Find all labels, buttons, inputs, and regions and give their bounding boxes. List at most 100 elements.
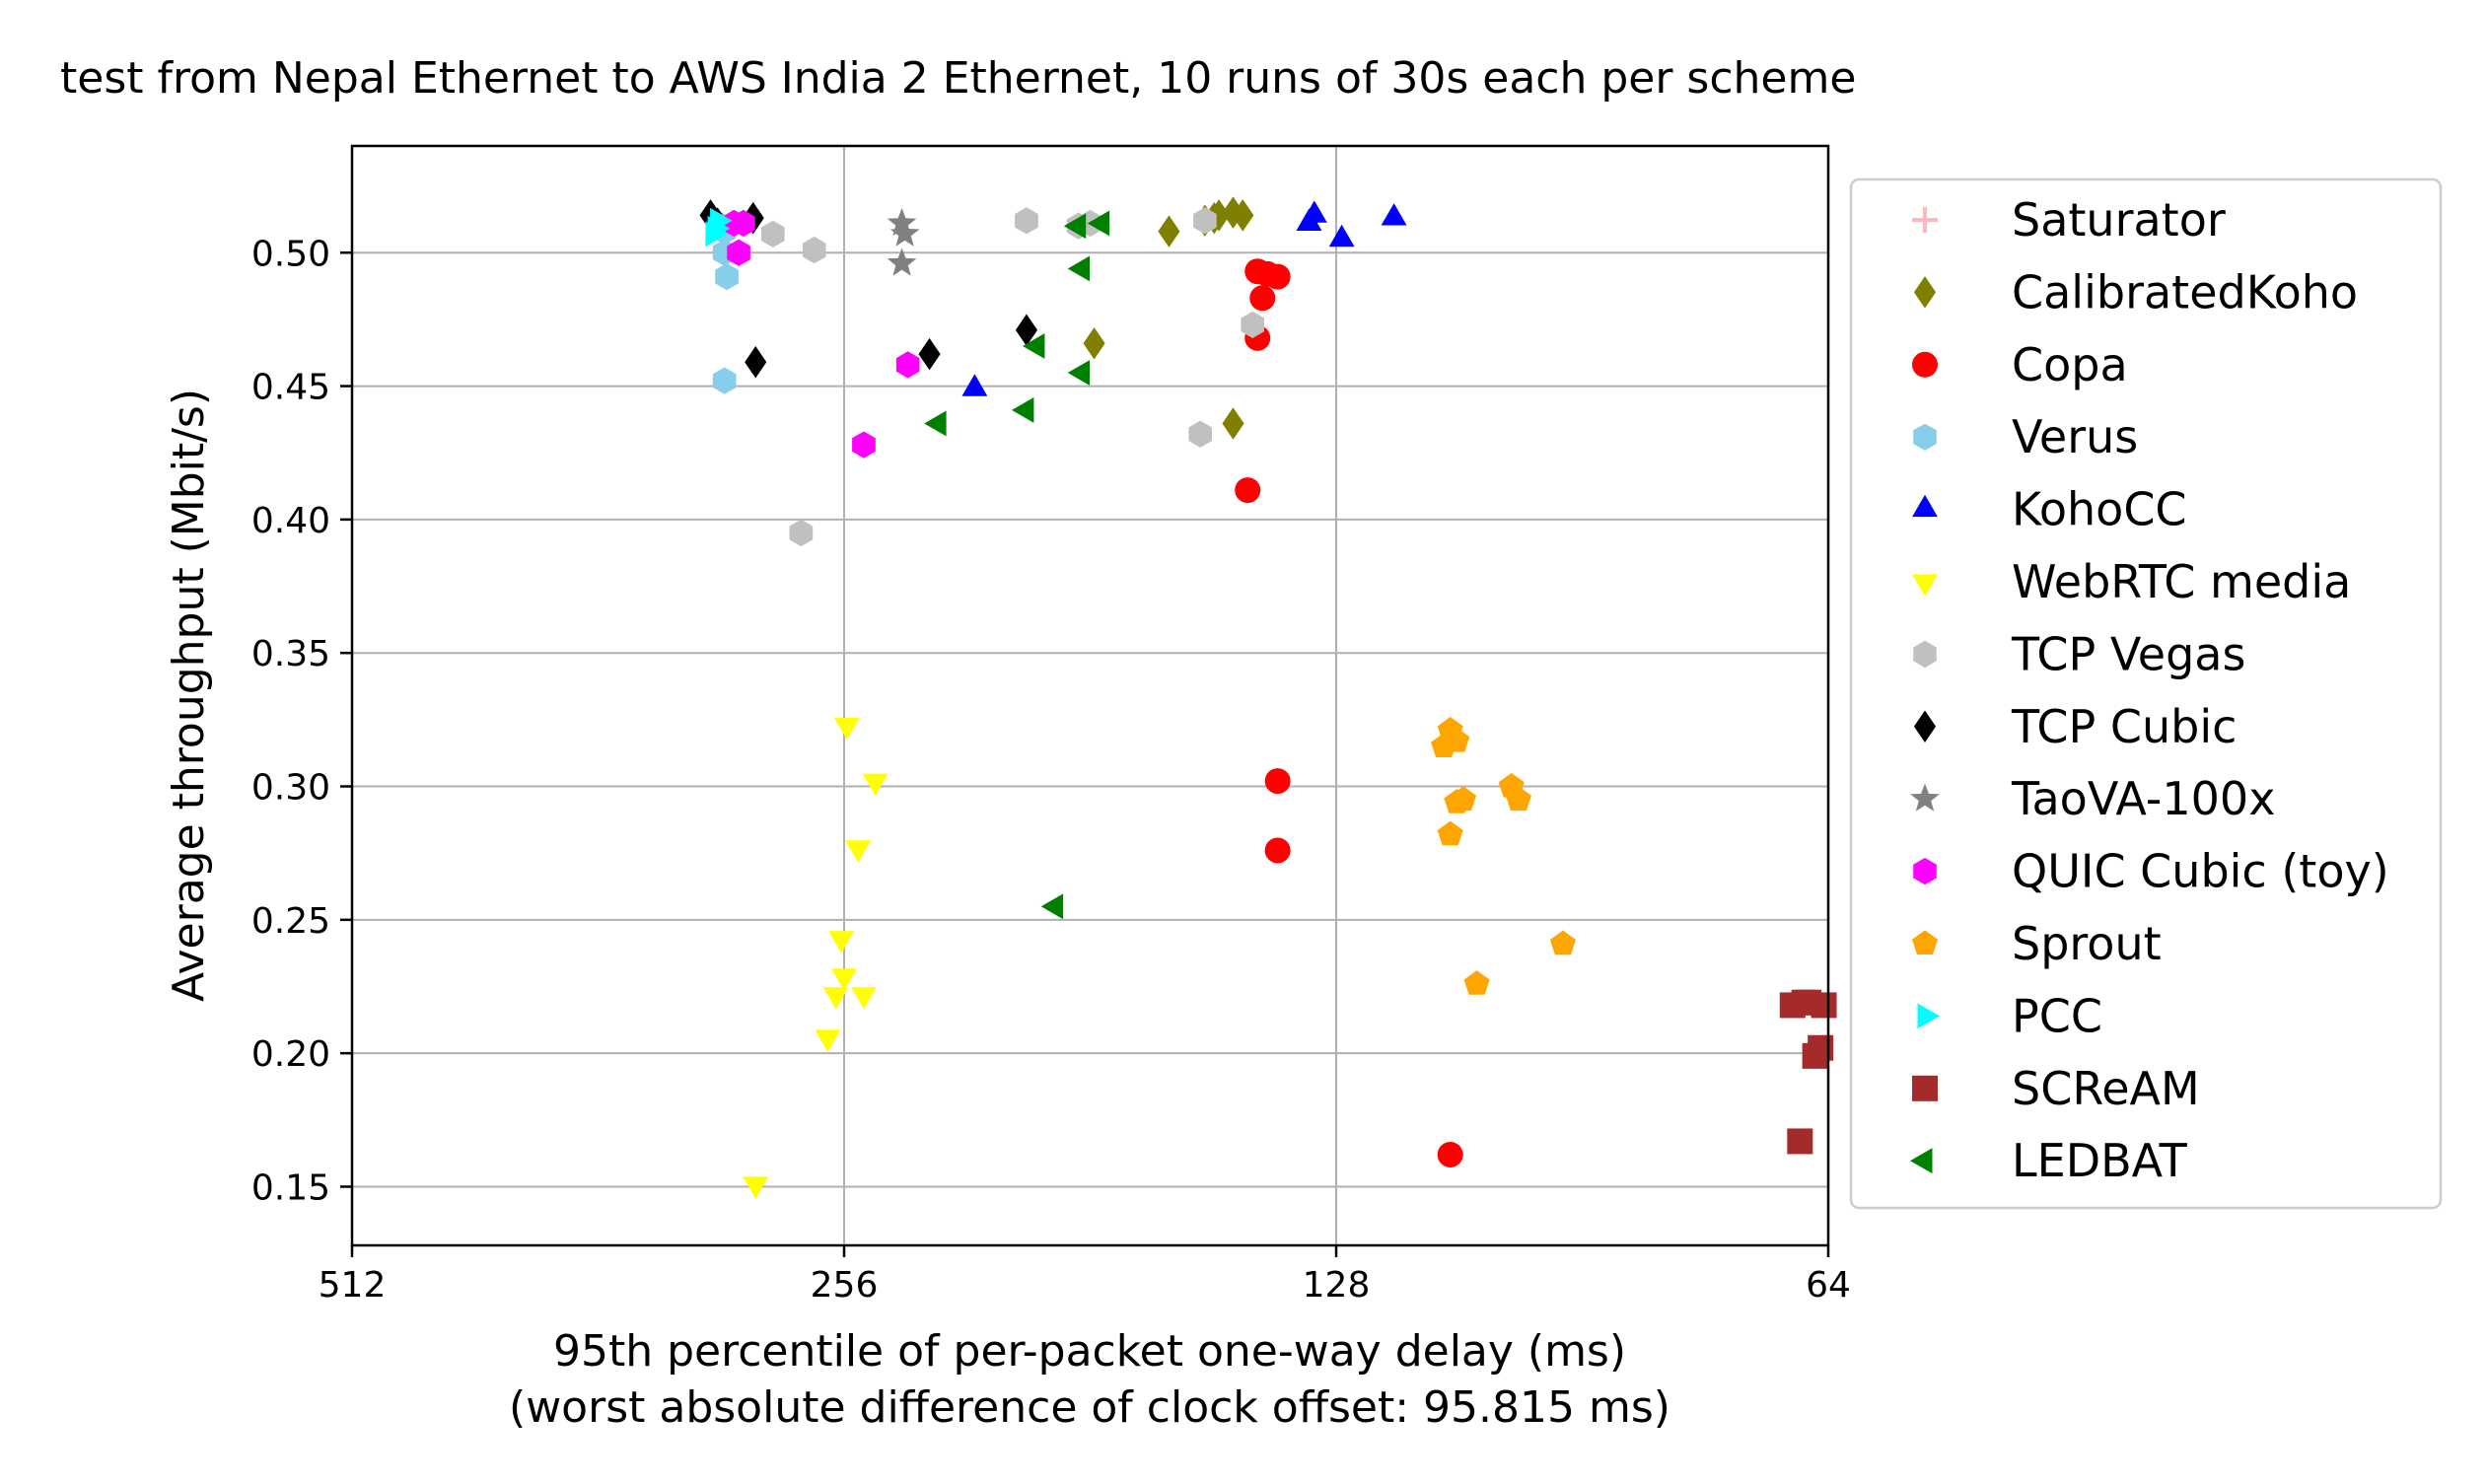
legend-label-taova-100x: TaoVA-100x [2011,772,2275,825]
series-copa [1235,258,1463,1167]
verus-point-1 [715,263,739,291]
tcp-vegas-point-1 [802,236,826,264]
y-tick-label-6: 0.45 [251,368,330,408]
legend-marker-taova-100x [1910,783,1940,812]
tcp-cubic-point-4 [918,337,941,371]
quic-cubic-toy-point-1 [732,209,755,238]
ledbat-point-3 [1023,333,1045,359]
series-kohocc [961,200,1407,396]
legend-entry-kohocc: KohoCC [1912,483,2187,536]
legend-label-ledbat: LEDBAT [2012,1134,2188,1187]
y-tick-label-3: 0.30 [251,768,330,809]
series-taova-100x [887,207,920,276]
webrtc-media-point-7 [815,1029,841,1052]
webrtc-media-point-6 [851,987,877,1010]
legend-marker-ledbat [1910,1148,1933,1174]
x-axis-ticks: 512 256 128 64 [319,1245,1851,1306]
pcc-point-2 [705,221,728,247]
legend-marker-kohocc [1912,494,1938,518]
calibratedkoho-point-0 [1158,215,1180,247]
taova-100x-point-1 [889,218,920,247]
copa-point-8 [1437,1141,1463,1167]
legend-entry-sprout: Sprout [1912,917,2162,970]
webrtc-media-point-1 [862,773,888,797]
y-axis-label: Average throughput (Mbit/s) [164,389,214,1002]
copa-point-7 [1264,837,1291,864]
sprout-point-8 [1550,930,1576,955]
sprout-point-2 [1444,727,1470,752]
grid-lines [351,146,1829,1245]
calibratedkoho-point-6 [1222,407,1244,440]
series-pcc [705,207,733,247]
legend-label-quic-cubic-toy: QUIC Cubic (toy) [2012,845,2389,898]
x-tick-label-1: 256 [811,1265,879,1306]
sprout-point-4 [1444,789,1470,813]
copa-point-3 [1249,285,1276,312]
legend-label-sprout: Sprout [2012,917,2162,970]
legend-label-verus: Verus [2012,410,2138,463]
ledbat-point-0 [1063,213,1087,240]
legend-marker-saturator [1912,207,1938,233]
ledbat-point-5 [1012,397,1034,423]
y-tick-label-1: 0.20 [251,1034,330,1075]
y-tick-label-0: 0.15 [251,1167,330,1208]
legend-entry-verus: Verus [1913,410,2138,463]
legend-label-pcc: PCC [2012,989,2102,1042]
copa-point-2 [1264,263,1291,290]
legend-marker-webrtc-media [1912,574,1938,597]
legend-label-kohocc: KohoCC [2012,483,2187,536]
kohocc-point-2 [1328,224,1355,247]
tcp-cubic-point-5 [1015,314,1038,346]
legend-entry-quic-cubic-toy: QUIC Cubic (toy) [1913,845,2389,898]
ledbat-point-7 [1040,893,1064,920]
webrtc-media-point-8 [743,1176,769,1199]
chart-title: test from Nepal Ethernet to AWS India 2 … [60,53,1856,104]
legend-entry-tcp-vegas: TCP Vegas [1913,627,2245,680]
legend-entry-calibratedkoho: CalibratedKoho [1913,265,2358,318]
scream-point-6 [1787,1128,1813,1155]
legend-entry-pcc: PCC [1917,989,2102,1042]
copa-point-5 [1235,477,1261,504]
legend-entry-webrtc-media: WebRTC media [1912,555,2351,608]
legend-entry-tcp-cubic: TCP Cubic [1913,700,2237,753]
x-axis-label: 95th percentile of per-packet one-way de… [553,1326,1626,1377]
series-scream [1779,989,1837,1155]
quic-cubic-toy-point-3 [895,351,920,379]
y-tick-label-7: 0.50 [251,234,330,274]
legend-entry-copa: Copa [1912,338,2128,391]
legend-marker-copa [1912,351,1938,378]
scream-point-5 [1808,1034,1834,1061]
x-tick-label-2: 128 [1303,1265,1371,1306]
series-ledbat [924,210,1110,920]
tcp-vegas-point-6 [1193,207,1217,235]
sprout-point-5 [1437,820,1463,846]
webrtc-media-point-4 [831,968,857,991]
legend-label-scream: SCReAM [2012,1062,2200,1115]
tcp-cubic-point-3 [745,345,767,379]
sprout-point-7 [1506,786,1531,812]
scream-point-3 [1811,992,1837,1019]
tcp-vegas-point-8 [1241,311,1264,338]
calibratedkoho-point-4 [1232,199,1254,232]
ledbat-point-4 [1067,360,1091,386]
legend-entry-saturator: Saturator [1912,193,2226,247]
ledbat-point-6 [924,410,947,437]
webrtc-media-point-3 [828,931,855,954]
tcp-vegas-point-2 [789,519,814,547]
series-webrtc-media [743,717,888,1199]
copa-point-6 [1264,768,1291,795]
y-tick-label-5: 0.40 [251,501,330,541]
legend-marker-calibratedkoho [1913,276,1937,309]
kohocc-point-4 [961,374,988,396]
series-sprout [1431,717,1576,995]
x-tick-label-3: 64 [1806,1265,1851,1306]
ledbat-point-2 [1067,255,1091,282]
kohocc-point-1 [1301,200,1327,223]
legend-entry-scream: SCReAM [1912,1062,2200,1115]
x-tick-label-0: 512 [319,1265,387,1306]
taova-100x-point-2 [887,247,917,276]
legend-label-copa: Copa [2012,338,2128,391]
taova-100x-point-0 [887,207,917,237]
legend-marker-scream [1912,1075,1938,1101]
